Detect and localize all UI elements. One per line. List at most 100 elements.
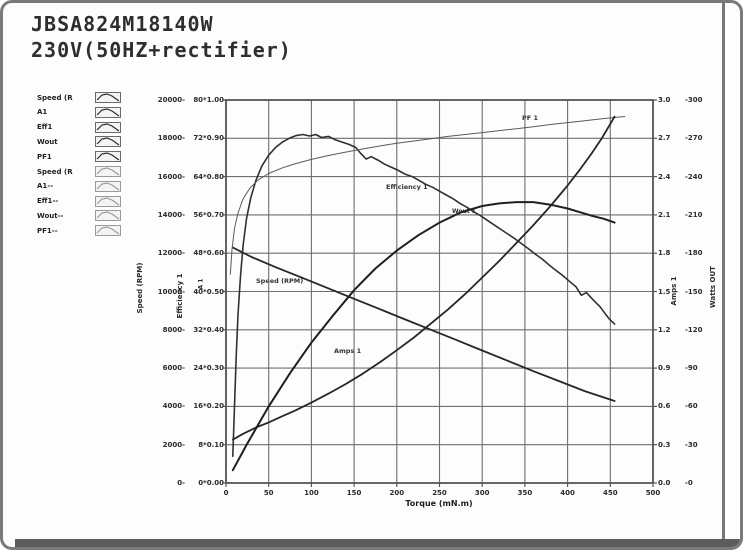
legend-item-label: PF1 — [37, 152, 52, 161]
curve-thumbnail-icon — [95, 92, 121, 103]
legend-item-a1[interactable]: A1-- — [37, 180, 121, 193]
y-tick-eff-pf: 24*0.30 — [193, 364, 224, 373]
y-tick-speed: 20000- — [157, 96, 185, 104]
legend-item-label: A1-- — [37, 182, 54, 191]
y-tick-amps: 2.7 — [658, 134, 671, 143]
series-eff1 — [232, 133, 616, 458]
x-tick-torque: 100 — [304, 489, 319, 497]
y-tick-speed: 0- — [177, 479, 185, 487]
y-tick-speed: 8000- — [162, 325, 185, 334]
legend-item-label: Speed (R — [37, 93, 73, 102]
legend-item-label: A1 — [37, 108, 48, 117]
y-tick-amps: 0.0 — [658, 479, 671, 487]
y-tick-watts: -150 — [685, 287, 703, 296]
y-tick-speed: 18000- — [157, 134, 185, 143]
window-right-edge — [722, 3, 725, 541]
curve-label-amps: Amps 1 — [334, 347, 362, 355]
y-tick-speed: 6000- — [162, 364, 185, 373]
x-tick-torque: 500 — [645, 489, 661, 497]
y-tick-watts: -180 — [685, 249, 703, 258]
x-tick-torque: 50 — [263, 489, 274, 497]
series-a1 — [231, 115, 616, 441]
x-tick-torque: 300 — [474, 489, 490, 497]
y-tick-eff-pf: 80*1.00 — [193, 96, 224, 104]
y-tick-amps: 0.3 — [658, 440, 671, 449]
y-tick-amps: 3.0 — [658, 96, 671, 104]
x-tick-torque: 0 — [223, 489, 229, 497]
curve-label-speed: Speed (RPM) — [256, 277, 304, 285]
x-tick-torque: 400 — [560, 489, 575, 497]
legend-item-label: Eff1-- — [37, 197, 59, 206]
y-tick-eff-pf: 32*0.40 — [193, 325, 224, 334]
x-tick-torque: 200 — [389, 489, 405, 497]
y-tick-watts: -270 — [685, 134, 703, 143]
legend-item-eff1[interactable]: Eff1-- — [37, 195, 121, 208]
y-tick-watts: -30 — [685, 440, 698, 449]
curve-thumbnail-icon — [95, 151, 121, 163]
legend-item-label: Wout-- — [37, 211, 64, 220]
x-tick-torque: 250 — [432, 489, 447, 497]
x-tick-torque: 350 — [517, 489, 533, 497]
legend-item-label: PF1-- — [37, 226, 58, 235]
curve-thumbnail-icon — [95, 180, 121, 192]
curve-thumbnail-icon — [95, 210, 121, 222]
curve-thumbnail-icon — [95, 166, 121, 177]
legend-item-speedr[interactable]: Speed (R — [37, 165, 121, 178]
y-tick-speed: 4000- — [162, 402, 185, 411]
y-tick-speed: 2000- — [162, 440, 185, 449]
legend-item-pf1[interactable]: PF1 — [37, 150, 121, 163]
y-tick-watts: -240 — [685, 172, 703, 181]
curve-thumbnail-icon — [95, 195, 121, 207]
y-tick-watts: -120 — [685, 325, 703, 334]
title-voltage: 230V(50HZ+rectifier) — [31, 38, 292, 62]
y-tick-watts: -210 — [685, 210, 703, 219]
series-speed-rpm- — [231, 246, 616, 402]
y-tick-speed: 12000- — [157, 249, 185, 258]
y-tick-amps: 2.1 — [658, 210, 671, 219]
y-tick-eff-pf: 56*0.70 — [193, 210, 224, 219]
plot-area — [222, 99, 657, 487]
y-tick-eff-pf: 0*0.00 — [198, 479, 224, 487]
y-tick-speed: 16000- — [157, 172, 185, 181]
legend-item-label: Eff1 — [37, 123, 53, 132]
series-pf1 — [229, 116, 626, 275]
plot-border — [225, 99, 654, 484]
curve-thumbnail-icon — [95, 106, 121, 118]
y-tick-amps: 1.5 — [658, 287, 671, 296]
axis-title-torque: Torque (mN.m) — [405, 499, 473, 508]
page-title: JBSA824M18140W 230V(50HZ+rectifier) — [31, 11, 292, 63]
y-tick-amps: 1.8 — [658, 249, 671, 258]
y-tick-eff-pf: 16*0.20 — [193, 402, 224, 411]
x-tick-torque: 450 — [602, 489, 618, 497]
legend-item-wout[interactable]: Wout — [37, 135, 121, 148]
legend-item-a1[interactable]: A1 — [37, 106, 121, 119]
curve-label-pf: PF 1 — [522, 114, 538, 122]
y-tick-amps: 1.2 — [658, 325, 671, 334]
y-tick-watts: -300 — [685, 96, 703, 104]
legend-item-speedr[interactable]: Speed (R — [37, 91, 121, 104]
y-tick-watts: -0 — [685, 479, 693, 487]
y-tick-eff-pf: 40*0.50 — [193, 287, 224, 296]
window-bottom-edge — [15, 539, 740, 547]
y-tick-speed: 14000- — [157, 210, 185, 219]
y-tick-eff-pf: 64*0.80 — [193, 172, 224, 181]
legend-item-label: Wout — [37, 137, 58, 146]
y-tick-amps: 2.4 — [658, 172, 671, 181]
legend-item-pf1[interactable]: PF1-- — [37, 224, 121, 237]
legend-item-wout[interactable]: Wout-- — [37, 209, 121, 222]
curve-thumbnail-icon — [95, 121, 121, 133]
y-tick-amps: 0.9 — [658, 364, 671, 373]
curve-thumbnail-icon — [95, 225, 121, 237]
legend-item-label: Speed (R — [37, 167, 73, 176]
y-tick-speed: 10000- — [157, 287, 185, 296]
y-tick-watts: -90 — [685, 364, 698, 373]
legend-item-eff1[interactable]: Eff1 — [37, 121, 121, 134]
y-tick-eff-pf: 72*0.90 — [193, 134, 224, 143]
y-tick-eff-pf: 48*0.60 — [193, 249, 224, 258]
y-tick-eff-pf: 8*0.10 — [198, 440, 224, 449]
x-tick-torque: 150 — [346, 489, 362, 497]
y-tick-watts: -60 — [685, 402, 698, 411]
series-wout — [231, 201, 616, 472]
curve-thumbnail-icon — [95, 136, 121, 148]
